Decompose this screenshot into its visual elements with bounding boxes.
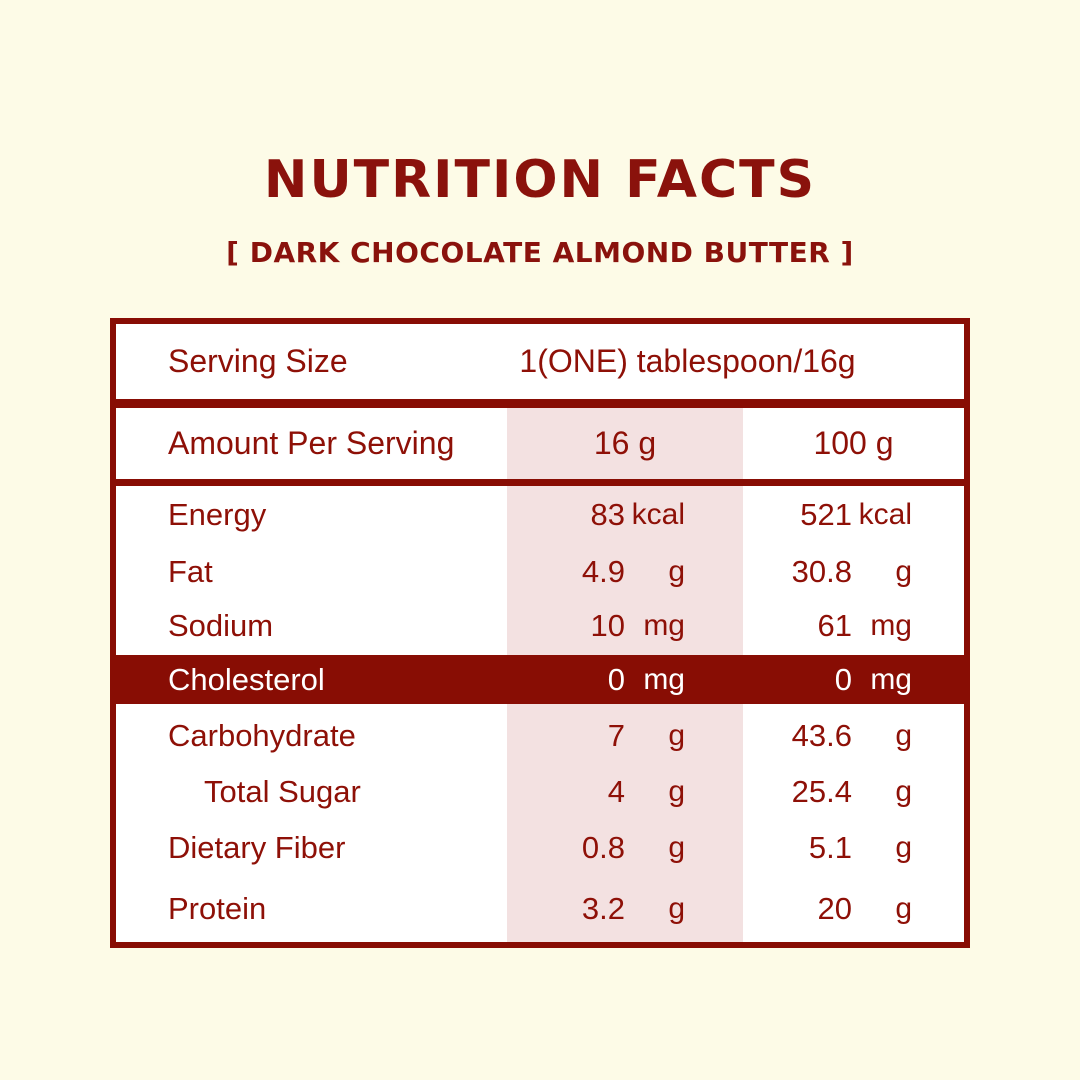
column-header-100g: 100 g xyxy=(813,425,894,461)
value-per-100g: 0 mg xyxy=(743,662,964,698)
divider xyxy=(116,399,964,408)
value-number: 20 xyxy=(817,891,852,926)
value-number: 5.1 xyxy=(808,830,852,865)
serving-size-label: Serving Size xyxy=(168,343,348,379)
value-per-100g: 43.6 g xyxy=(743,718,964,754)
value-number: 43.6 xyxy=(791,717,852,753)
value-number: 61 xyxy=(817,607,852,643)
value-per-serving: 7 g xyxy=(507,718,743,754)
page-title: NUTRITION FACTS xyxy=(263,150,817,210)
value-unit: g xyxy=(668,554,685,588)
table-row-carbohydrate: Carbohydrate 7 g 43.6 g xyxy=(116,707,964,764)
value-unit: g xyxy=(895,892,912,925)
value-unit: g xyxy=(895,775,912,808)
value-number: 521 xyxy=(800,497,852,532)
value-per-100g: 30.8 g xyxy=(743,554,964,590)
value-unit: mg xyxy=(643,662,685,696)
value-unit: g xyxy=(668,892,685,925)
value-unit: g xyxy=(668,831,685,864)
table-row-dietary-fiber: Dietary Fiber 0.8 g 5.1 g xyxy=(116,820,964,876)
value-number: 30.8 xyxy=(791,553,852,589)
value-per-100g: 61 mg xyxy=(743,608,964,644)
value-per-serving: 4.9 g xyxy=(507,554,743,590)
divider xyxy=(116,479,964,486)
value-number: 4 xyxy=(607,774,625,809)
header: NUTRITION FACTS [ DARK CHOCOLATE ALMOND … xyxy=(0,0,1080,269)
value-number: 7 xyxy=(607,717,625,753)
nutrient-label: Energy xyxy=(168,497,267,532)
value-unit: kcal xyxy=(631,498,685,531)
value-per-100g: 521 kcal xyxy=(743,497,964,533)
value-per-serving: 4 g xyxy=(507,774,743,810)
value-unit: mg xyxy=(643,608,685,642)
table-row-protein: Protein 3.2 g 20 g xyxy=(116,876,964,942)
serving-size-row: Serving Size 1(ONE) tablespoon/16g xyxy=(116,324,964,399)
table-rows: Serving Size 1(ONE) tablespoon/16g Amoun… xyxy=(116,324,964,942)
table-row-total-sugar: Total Sugar 4 g 25.4 g xyxy=(116,764,964,820)
nutrient-label: Fat xyxy=(168,553,213,589)
nutrient-label: Dietary Fiber xyxy=(168,830,346,865)
value-unit: g xyxy=(895,718,912,752)
value-unit: kcal xyxy=(858,498,912,531)
nutrient-label: Sodium xyxy=(168,607,274,643)
value-number: 0 xyxy=(607,661,625,697)
value-number: 25.4 xyxy=(791,774,852,809)
value-per-100g: 25.4 g xyxy=(743,774,964,810)
value-per-100g: 5.1 g xyxy=(743,830,964,866)
value-per-serving: 0.8 g xyxy=(507,830,743,866)
nutrient-label: Carbohydrate xyxy=(168,717,356,753)
value-unit: g xyxy=(895,831,912,864)
table-row-sodium: Sodium 10 mg 61 mg xyxy=(116,599,964,652)
serving-size-value: 1(ONE) tablespoon/16g xyxy=(519,343,856,379)
value-per-100g: 20 g xyxy=(743,891,964,927)
product-name: [ DARK CHOCOLATE ALMOND BUTTER ] xyxy=(226,236,854,269)
nutrient-label: Total Sugar xyxy=(204,774,361,809)
table-row-fat: Fat 4.9 g 30.8 g xyxy=(116,544,964,599)
value-number: 83 xyxy=(590,497,625,532)
value-number: 3.2 xyxy=(581,891,625,926)
value-number: 4.9 xyxy=(581,553,625,589)
nutrient-label: Protein xyxy=(168,891,267,926)
value-number: 10 xyxy=(590,607,625,643)
table-row-cholesterol: Cholesterol 0 mg 0 mg xyxy=(116,655,964,704)
value-number: 0 xyxy=(834,661,852,697)
value-unit: g xyxy=(668,718,685,752)
value-per-serving: 0 mg xyxy=(507,662,743,698)
amount-per-serving-label: Amount Per Serving xyxy=(168,425,455,461)
table-row-energy: Energy 83 kcal 521 kcal xyxy=(116,486,964,544)
value-unit: mg xyxy=(870,608,912,642)
value-unit: g xyxy=(895,554,912,588)
value-unit: mg xyxy=(870,662,912,696)
nutrient-label: Cholesterol xyxy=(168,661,325,697)
value-per-serving: 10 mg xyxy=(507,608,743,644)
nutrition-facts-table: Serving Size 1(ONE) tablespoon/16g Amoun… xyxy=(110,318,970,948)
value-per-serving: 3.2 g xyxy=(507,891,743,927)
value-unit: g xyxy=(668,775,685,808)
value-number: 0.8 xyxy=(581,830,625,865)
value-per-serving: 83 kcal xyxy=(507,497,743,533)
column-header-row: Amount Per Serving 16 g 100 g xyxy=(116,408,964,479)
column-header-16g: 16 g xyxy=(593,425,657,461)
